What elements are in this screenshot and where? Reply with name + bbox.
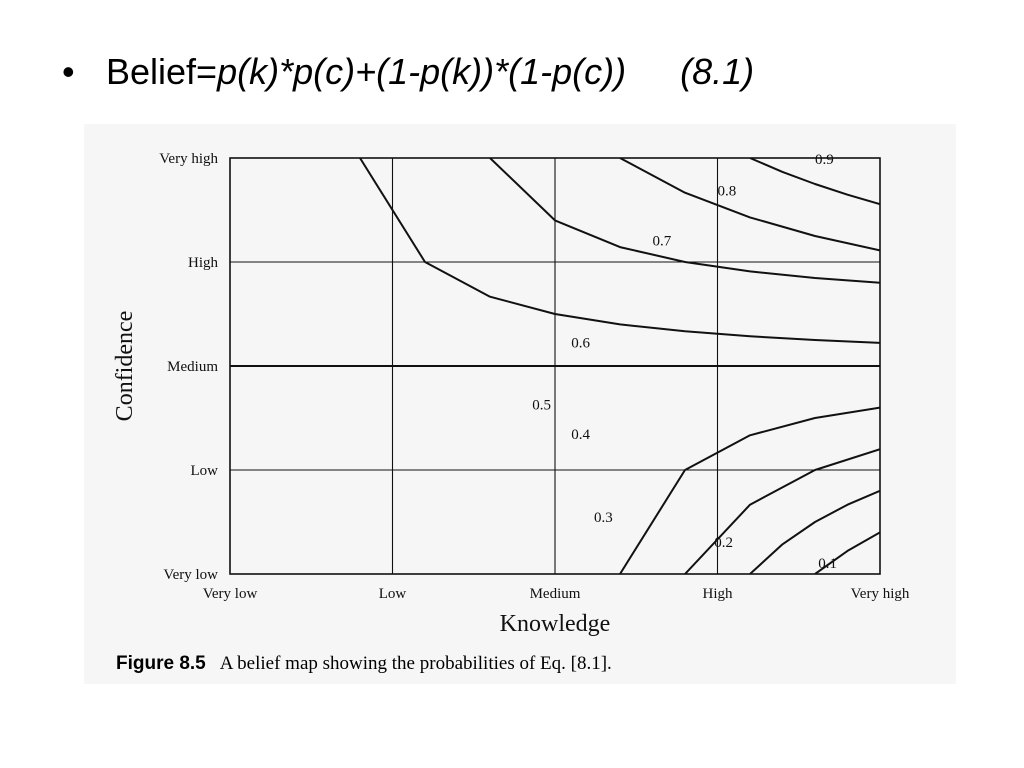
- x-tick-label: High: [703, 586, 734, 602]
- scanned-figure: Very low Low Medium High Very high Very low Lo…: [84, 124, 956, 684]
- curve-value-label: 0.4: [571, 427, 590, 443]
- curve-value-label: 0.5: [532, 398, 551, 414]
- belief-curve: [814, 531, 880, 574]
- slide-title: • Belief= p(k)*p(c)+(1-p(k))*(1-p(c)) (8…: [62, 42, 754, 102]
- curve-value-label: 0.7: [653, 233, 672, 249]
- y-axis-label: Confidence: [112, 311, 138, 422]
- curve-value-label: 0.8: [718, 183, 737, 199]
- curve-value-label: 0.1: [818, 556, 837, 572]
- belief-formula: p(k)*p(c)+(1-p(k))*(1-p(c)): [217, 51, 627, 92]
- belief-curve: [684, 448, 880, 574]
- x-axis-label: Knowledge: [500, 611, 611, 637]
- curve-value-label: 0.6: [571, 335, 590, 351]
- belief-curve: [749, 158, 880, 206]
- x-tick-label: Very high: [851, 586, 910, 602]
- belief-curve: [619, 158, 880, 252]
- curve-value-label: 0.9: [815, 152, 834, 168]
- belief-curve: [489, 158, 880, 284]
- x-tick-label: Medium: [530, 586, 581, 602]
- x-tick-label: Low: [379, 586, 407, 602]
- y-tick-label: Very high: [159, 151, 218, 167]
- belief-curve: [359, 158, 880, 344]
- belief-curve: [749, 489, 880, 574]
- y-tick-label: Very low: [163, 567, 218, 583]
- belief-curve: [619, 406, 880, 574]
- y-tick-label: Low: [191, 463, 219, 479]
- equation-number: (8.1): [680, 51, 755, 92]
- curve-value-label: 0.2: [714, 535, 733, 551]
- figure-caption: Figure 8.5 A belief map showing the prob…: [116, 650, 612, 678]
- bullet-glyph: •: [62, 51, 75, 92]
- y-tick-label: High: [188, 255, 219, 271]
- caption-label: Figure 8.5: [116, 653, 206, 674]
- title-word: Belief=: [106, 51, 218, 92]
- belief-map-chart: Very low Low Medium High Very high Very low Lo…: [112, 151, 910, 637]
- caption-text: A belief map showing the probabilities o…: [219, 653, 612, 674]
- y-tick-label: Medium: [167, 359, 218, 375]
- curve-value-label: 0.3: [594, 510, 613, 526]
- x-tick-label: Very low: [203, 586, 258, 602]
